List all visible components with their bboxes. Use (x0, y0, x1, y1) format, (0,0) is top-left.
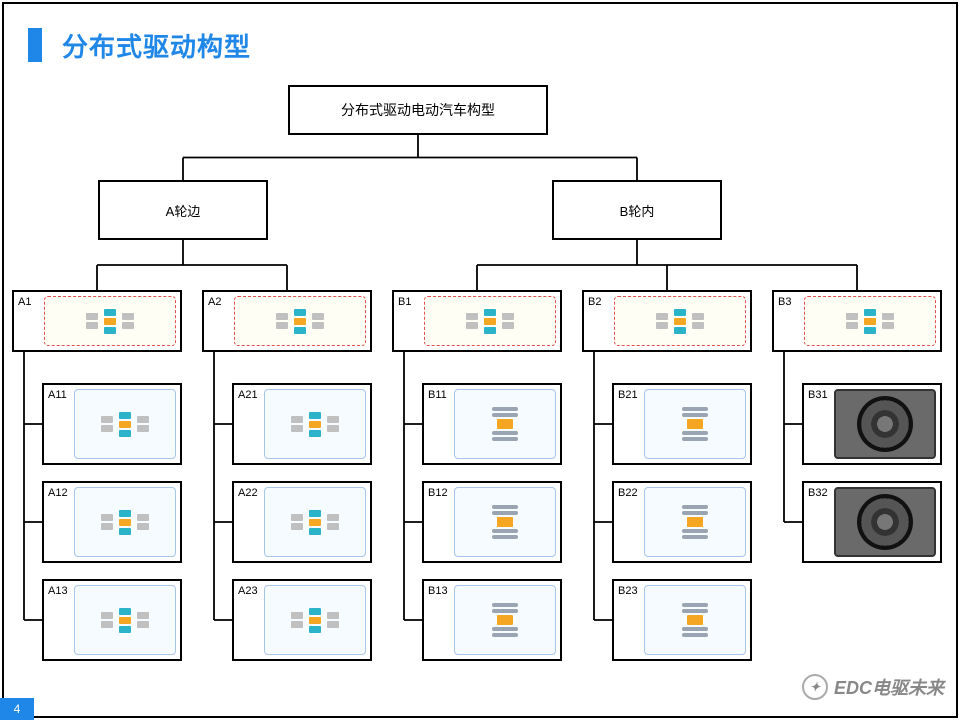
node-code: A13 (48, 585, 68, 597)
page-number: 4 (0, 698, 34, 720)
node-thumb (834, 389, 936, 459)
node-code: B31 (808, 389, 828, 401)
node-A22: A22 (232, 481, 372, 563)
node-code: B23 (618, 585, 638, 597)
node-B32: B32 (802, 481, 942, 563)
node-A13: A13 (42, 579, 182, 661)
root-node: 分布式驱动电动汽车构型 (288, 85, 548, 135)
node-code: B13 (428, 585, 448, 597)
node-A2: A2 (202, 290, 372, 352)
node-A12: A12 (42, 481, 182, 563)
node-B13: B13 (422, 579, 562, 661)
node-code: A22 (238, 487, 258, 499)
node-code: B2 (588, 296, 601, 308)
node-B2: B2 (582, 290, 752, 352)
node-A21: A21 (232, 383, 372, 465)
node-B12: B12 (422, 481, 562, 563)
node-code: B1 (398, 296, 411, 308)
node-B23: B23 (612, 579, 752, 661)
node-thumb (644, 389, 746, 459)
node-code: A11 (48, 389, 67, 401)
node-code: B32 (808, 487, 828, 499)
node-B21: B21 (612, 383, 752, 465)
page-title: 分布式驱动构型 (62, 27, 251, 64)
node-thumb (44, 296, 176, 346)
node-A11: A11 (42, 383, 182, 465)
node-thumb (454, 585, 556, 655)
node-code: B21 (618, 389, 638, 401)
header-accent-bar (28, 28, 42, 62)
node-B11: B11 (422, 383, 562, 465)
wechat-icon: ✦ (802, 674, 828, 700)
node-thumb (74, 585, 176, 655)
node-B1: B1 (392, 290, 562, 352)
node-B22: B22 (612, 481, 752, 563)
node-thumb (614, 296, 746, 346)
node-A1: A1 (12, 290, 182, 352)
node-code: A21 (238, 389, 258, 401)
node-code: B11 (428, 389, 447, 401)
node-thumb (644, 487, 746, 557)
node-A: A轮边 (98, 180, 268, 240)
node-code: B22 (618, 487, 638, 499)
watermark-text: EDC电驱未来 (834, 674, 944, 700)
node-B3: B3 (772, 290, 942, 352)
node-code: A2 (208, 296, 221, 308)
node-thumb (804, 296, 936, 346)
node-thumb (234, 296, 366, 346)
node-code: B3 (778, 296, 791, 308)
node-code: A1 (18, 296, 31, 308)
node-thumb (644, 585, 746, 655)
node-A23: A23 (232, 579, 372, 661)
page-header: 分布式驱动构型 (0, 25, 251, 65)
node-thumb (834, 487, 936, 557)
node-B31: B31 (802, 383, 942, 465)
node-thumb (74, 389, 176, 459)
node-code: A12 (48, 487, 68, 499)
node-thumb (454, 389, 556, 459)
node-thumb (264, 389, 366, 459)
node-thumb (454, 487, 556, 557)
node-thumb (264, 585, 366, 655)
node-thumb (424, 296, 556, 346)
node-thumb (264, 487, 366, 557)
node-code: B12 (428, 487, 448, 499)
watermark: ✦ EDC电驱未来 (802, 674, 944, 700)
tree-diagram: 分布式驱动电动汽车构型 A轮边 B轮内 A1 A2 B1 B2 B3 A11 A12 A13 A21 A… (10, 85, 950, 680)
node-B: B轮内 (552, 180, 722, 240)
node-code: A23 (238, 585, 258, 597)
node-thumb (74, 487, 176, 557)
